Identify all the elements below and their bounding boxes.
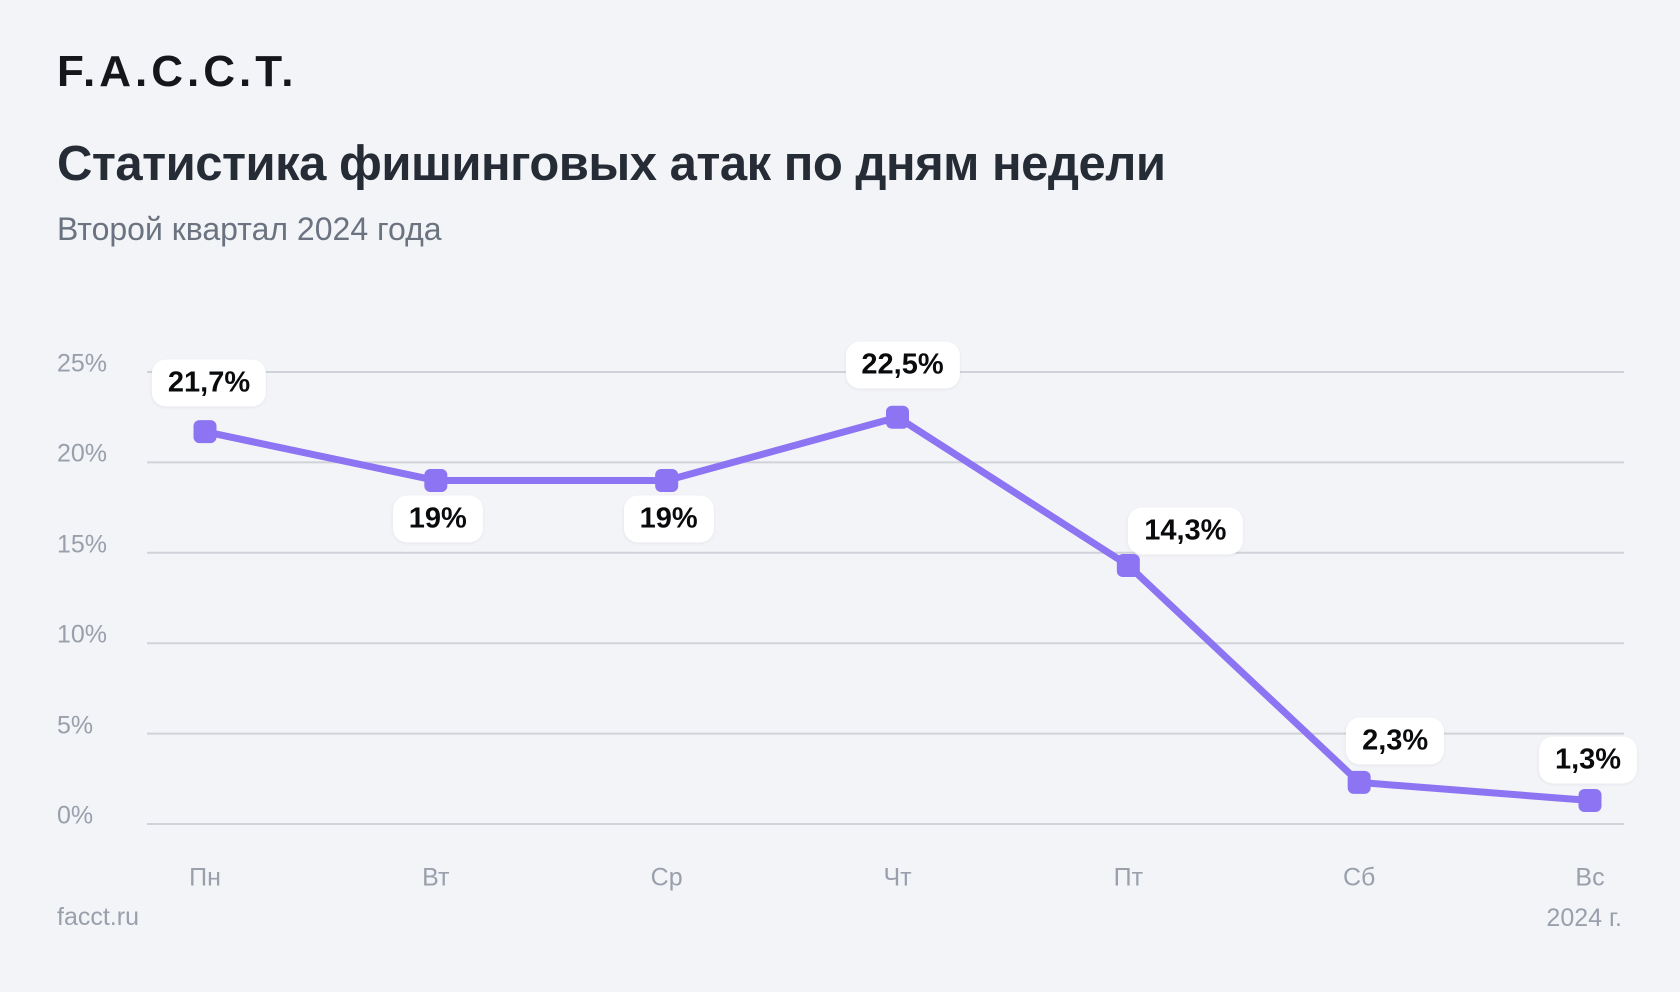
footer-year: 2024 г. [1546,904,1622,932]
data-point-marker [1347,770,1371,794]
footer-source: facct.ru [57,903,139,931]
facct-logo: F.A.C.C.T. [57,47,298,96]
data-point-marker [886,405,909,429]
data-point-marker [424,468,448,492]
data-point-marker [655,468,679,492]
page-title: Статистика фишинговых атак по дням недел… [57,137,1166,191]
data-line [201,413,1594,804]
page-subtitle: Второй квартал 2024 года [57,211,442,247]
data-point-marker [1578,788,1602,812]
data-point-marker [1116,553,1140,577]
data-point-marker [193,420,217,444]
